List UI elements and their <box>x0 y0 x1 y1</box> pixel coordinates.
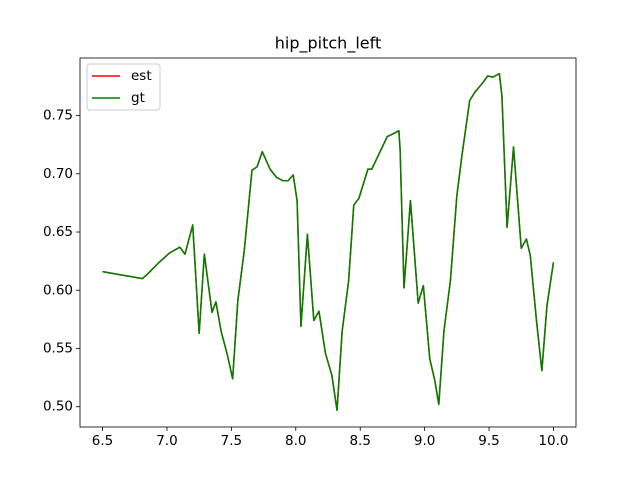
y-tick-label: 0.55 <box>43 340 73 356</box>
x-tick-label: 9.5 <box>478 433 499 449</box>
x-tick-label: 9.0 <box>414 433 435 449</box>
x-tick-label: 8.5 <box>349 433 370 449</box>
axes-frame <box>79 57 577 428</box>
chart-title: hip_pitch_left <box>275 34 381 54</box>
y-tick-label: 0.65 <box>43 224 73 240</box>
y-tick-label: 0.50 <box>43 399 73 415</box>
y-tick-label: 0.70 <box>43 166 73 182</box>
x-tick-label: 6.5 <box>92 433 113 449</box>
legend-label: est <box>131 68 152 84</box>
legend-label: gt <box>131 90 145 106</box>
x-tick-label: 7.0 <box>156 433 177 449</box>
line-series <box>102 72 555 411</box>
x-tick-label: 8.0 <box>285 433 306 449</box>
y-tick-label: 0.75 <box>43 108 73 124</box>
x-tick-label: 10.0 <box>538 433 568 449</box>
y-tick-label: 0.60 <box>43 282 73 298</box>
x-tick-label: 7.5 <box>221 433 242 449</box>
